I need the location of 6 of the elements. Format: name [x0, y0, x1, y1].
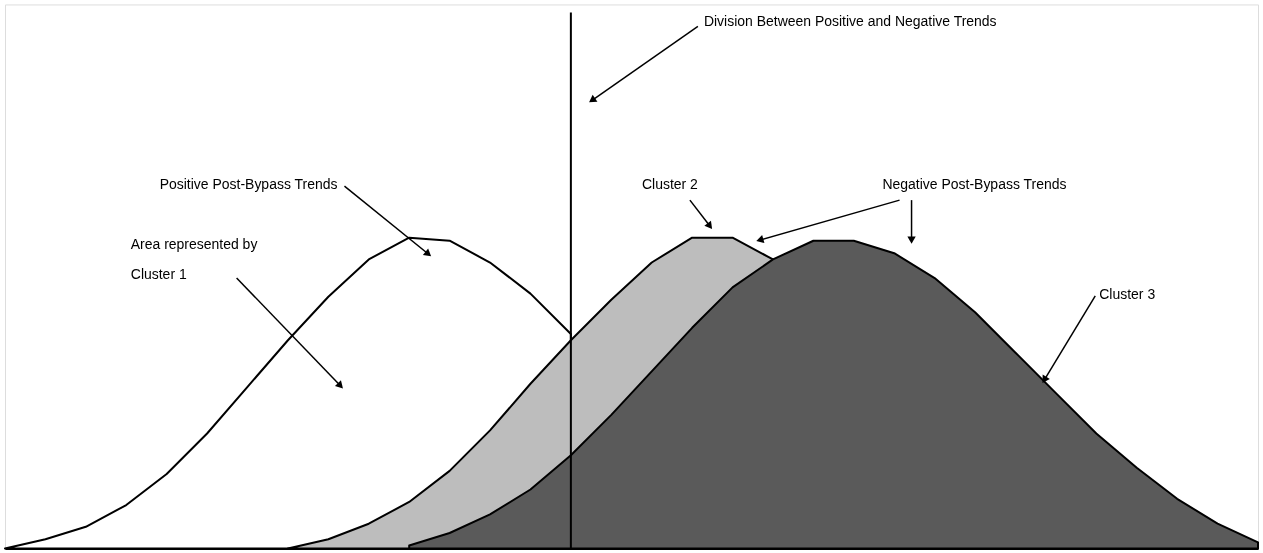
text: Negative Post-Bypass Trends — [882, 176, 1067, 193]
text: Cluster 2 — [641, 176, 699, 193]
annotation: Area represented by Cluster 1 — [130, 236, 258, 282]
text: Positive Post-Bypass Trends — [159, 176, 338, 193]
annotation: Cluster 3 — [1099, 285, 1156, 302]
text: Division Between Positive and Negative Trends — [703, 13, 997, 30]
